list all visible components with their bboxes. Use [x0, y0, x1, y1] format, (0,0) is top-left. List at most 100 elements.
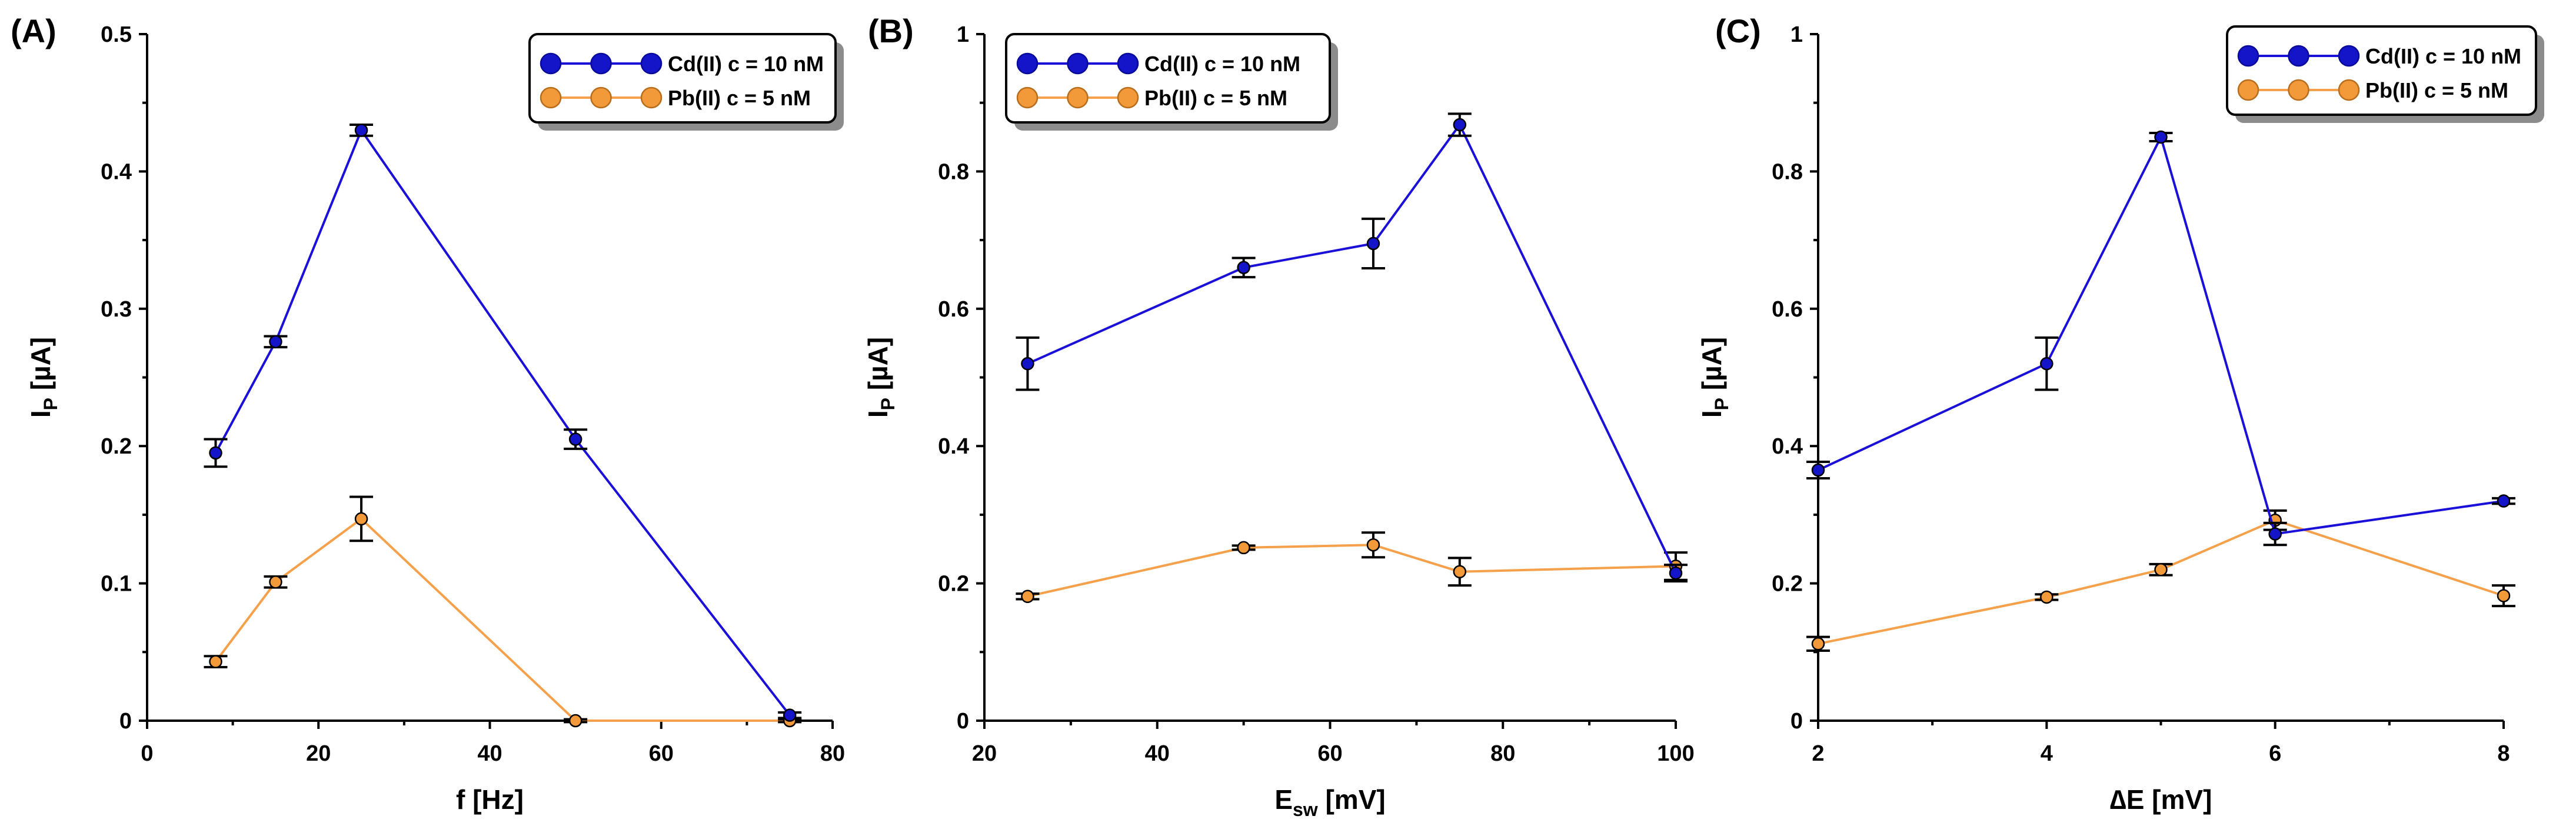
- data-point-cd: [2268, 527, 2282, 541]
- x-axis-label: f [Hz]: [456, 784, 524, 815]
- series-cd: [1016, 112, 1688, 583]
- y-tick-label: 0.5: [101, 22, 132, 47]
- x-tick-label: 80: [1490, 741, 1515, 766]
- x-tick-label: 60: [649, 741, 674, 766]
- legend-marker-cd: [590, 52, 612, 75]
- data-point-pb: [568, 714, 583, 728]
- x-axis-label: ∆E [mV]: [2110, 784, 2212, 815]
- legend-marker-cd: [2338, 45, 2360, 67]
- panel-letter: (B): [868, 12, 914, 49]
- data-point-cd: [1453, 118, 1467, 132]
- data-point-cd: [209, 446, 222, 460]
- y-tick-label: 0: [1790, 709, 1803, 734]
- x-tick-label: 4: [2041, 741, 2053, 766]
- series-pb: [1806, 509, 2515, 652]
- panel-letter: (A): [11, 12, 56, 49]
- panel-c: (C) 0 0.2 0.4 0.6 0.8 1 2 4 6 8 ∆E [mV] IP [µA] Cd(II…: [1696, 12, 2544, 815]
- legend: Cd(II) c = 10 nM Pb(II) c = 5 nM: [528, 33, 844, 131]
- series-line-pb: [214, 517, 790, 722]
- data-point-pb: [2497, 589, 2511, 602]
- data-point-pb: [1453, 565, 1467, 579]
- data-point-cd: [1669, 566, 1683, 580]
- y-axis-label: IP [µA]: [1696, 337, 1732, 418]
- data-point-cd: [2040, 357, 2054, 371]
- y-axis-label: IP [µA]: [863, 337, 898, 418]
- legend-marker-pb: [2237, 79, 2259, 101]
- legend: Cd(II) c = 10 nM Pb(II) c = 5 nM: [2226, 25, 2544, 123]
- y-tick-label: 0.4: [938, 434, 969, 459]
- y-tick-label: 0.4: [1772, 434, 1803, 459]
- legend-marker-cd: [1117, 52, 1139, 75]
- x-tick-label: 60: [1317, 741, 1342, 766]
- y-tick-label: 0.2: [938, 572, 969, 597]
- panel-letter: (C): [1715, 12, 1761, 49]
- x-tick-label: 80: [820, 741, 845, 766]
- y-tick-label: 1: [957, 22, 969, 47]
- panel-b: (B) 0 0.2 0.4 0.6 0.8 1 20 40 60 80 100 Esw [mV] IP […: [863, 12, 1695, 820]
- data-point-cd: [783, 708, 797, 722]
- data-point-pb: [269, 575, 282, 589]
- y-tick-label: 1: [1790, 22, 1803, 47]
- x-tick-label: 0: [141, 741, 153, 766]
- y-axis-label: IP [µA]: [25, 337, 61, 418]
- y-tick-label: 0.8: [1772, 159, 1803, 184]
- series-cd: [1806, 130, 2515, 547]
- legend-label-pb: Pb(II) c = 5 nM: [668, 86, 811, 110]
- legend-marker-pb: [2288, 79, 2309, 101]
- data-point-cd: [1021, 357, 1034, 371]
- series-line-pb: [1027, 544, 1676, 598]
- legend-label-pb: Pb(II) c = 5 nM: [2365, 78, 2508, 102]
- legend-label-cd: Cd(II) c = 10 nM: [1144, 52, 1300, 76]
- x-tick-label: 40: [1145, 741, 1170, 766]
- data-point-cd: [1237, 261, 1250, 275]
- data-point-cd: [568, 432, 583, 446]
- y-tick-label: 0.1: [101, 572, 132, 597]
- series-pb: [204, 495, 802, 728]
- data-point-pb: [209, 655, 222, 668]
- series-line-pb: [1818, 519, 2504, 645]
- y-tick-label: 0: [119, 709, 132, 734]
- data-point-pb: [1366, 538, 1380, 552]
- panel-a: (A) 0 0.1 0.2 0.3 0.4 0.5 0 20 40 60 80 f [Hz] IP [µA…: [11, 12, 845, 815]
- legend-marker-cd: [540, 52, 562, 75]
- legend-marker-pb: [640, 86, 663, 109]
- y-tick-label: 0.8: [938, 159, 969, 184]
- data-point-pb: [2154, 563, 2168, 577]
- legend: Cd(II) c = 10 nM Pb(II) c = 5 nM: [1005, 33, 1338, 131]
- data-point-cd: [1811, 463, 1825, 477]
- data-point-pb: [354, 512, 368, 526]
- series-line-cd: [1818, 134, 2504, 535]
- legend-marker-pb: [1117, 86, 1139, 109]
- series-pb: [1016, 531, 1688, 604]
- legend-marker-pb: [2338, 79, 2360, 101]
- y-tick-label: 0.4: [101, 159, 132, 184]
- legend-label-cd: Cd(II) c = 10 nM: [668, 52, 824, 76]
- legend-marker-cd: [2237, 45, 2259, 67]
- data-point-cd: [2497, 494, 2511, 508]
- legend-marker-pb: [1016, 86, 1039, 109]
- data-point-cd: [354, 124, 368, 137]
- data-point-pb: [1021, 589, 1034, 604]
- y-tick-label: 0.3: [101, 297, 132, 322]
- legend-label-cd: Cd(II) c = 10 nM: [2365, 44, 2521, 68]
- y-tick-label: 0.2: [101, 434, 132, 459]
- data-point-pb: [1811, 637, 1825, 651]
- y-tick-label: 0: [957, 709, 969, 734]
- legend-marker-cd: [1067, 52, 1089, 75]
- y-tick-label: 0.6: [938, 297, 969, 322]
- data-point-pb: [2040, 590, 2054, 604]
- y-tick-label: 0.2: [1772, 572, 1803, 597]
- legend-marker-pb: [540, 86, 562, 109]
- legend-marker-cd: [1016, 52, 1039, 75]
- legend-marker-pb: [590, 86, 612, 109]
- x-tick-label: 40: [477, 741, 502, 766]
- x-tick-label: 8: [2497, 741, 2510, 766]
- series-cd: [204, 124, 802, 722]
- legend-marker-cd: [2288, 45, 2309, 67]
- data-point-pb: [1237, 541, 1250, 555]
- x-axis-label: Esw [mV]: [1274, 784, 1385, 820]
- data-point-cd: [269, 335, 282, 349]
- x-tick-label: 100: [1657, 741, 1694, 766]
- series-line-cd: [214, 128, 791, 716]
- legend-marker-pb: [1067, 86, 1089, 109]
